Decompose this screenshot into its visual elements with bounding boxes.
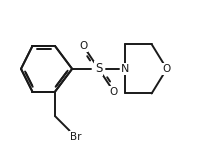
Text: Br: Br [70, 132, 82, 142]
Text: O: O [163, 64, 171, 74]
Text: N: N [121, 64, 129, 74]
Text: S: S [95, 62, 102, 75]
Text: O: O [110, 87, 118, 97]
Text: O: O [79, 41, 88, 51]
